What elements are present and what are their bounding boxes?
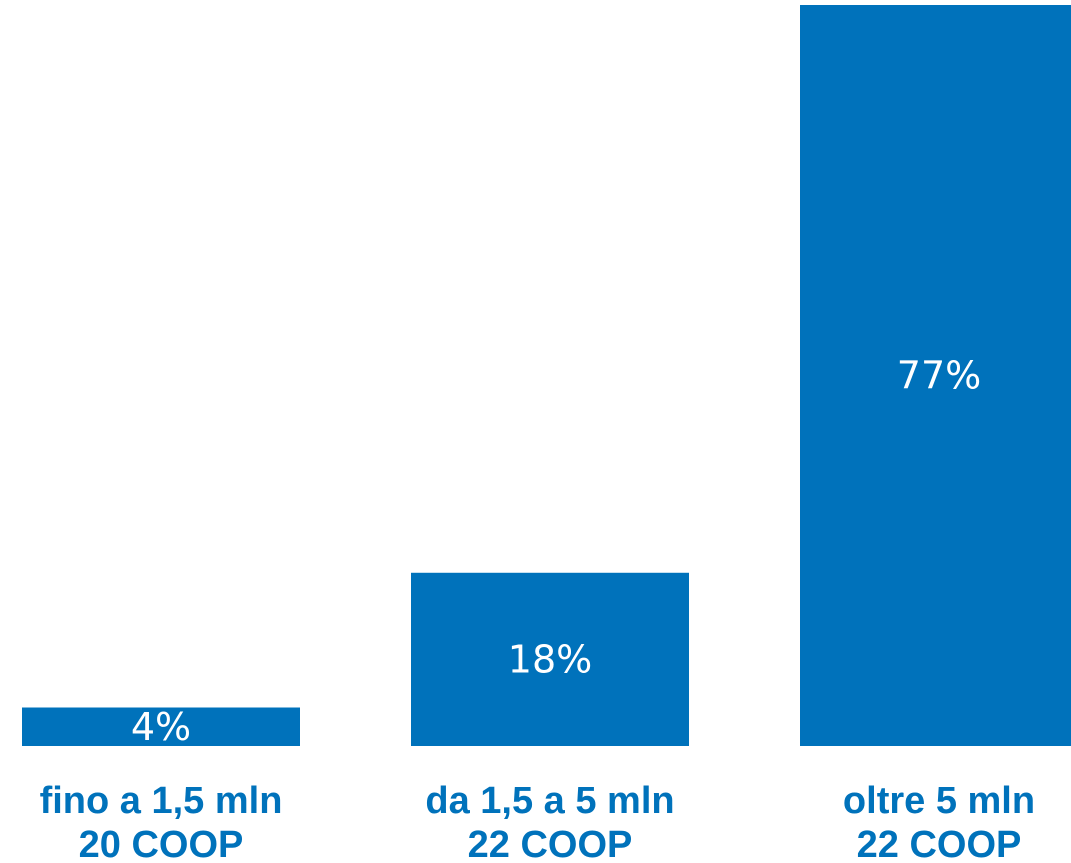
bar-value-label-2: 18% [508,637,592,681]
category-label-2-line2: 22 COOP [468,824,633,863]
bar-1 [22,707,300,746]
category-label-2-line1: da 1,5 a 5 mln [425,780,674,822]
category-label-1-line1: fino a 1,5 mln [40,780,283,822]
bar-value-label-3: 77% [897,354,981,398]
bar-value-label-1: 4% [131,705,191,749]
category-label-3-line2: 22 COOP [857,824,1022,863]
category-label-1-line2: 20 COOP [79,824,244,863]
bar-3 [800,5,1071,746]
bar-2 [411,572,689,746]
category-label-3-line1: oltre 5 mln [843,780,1035,822]
